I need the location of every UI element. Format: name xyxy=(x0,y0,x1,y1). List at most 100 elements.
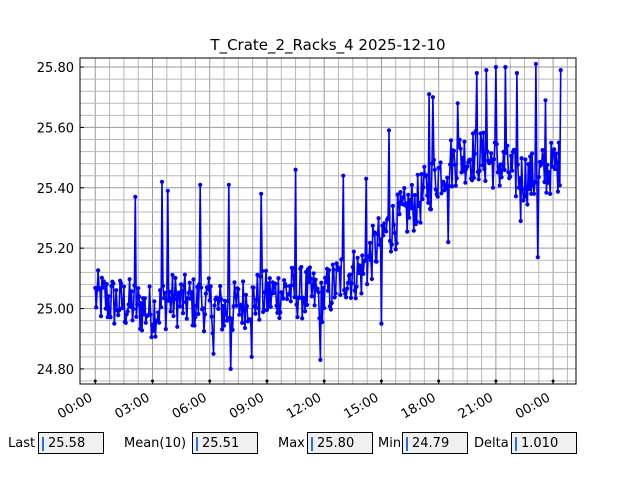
data-point xyxy=(323,275,328,280)
data-point xyxy=(103,306,108,311)
y-tick-label: 25.20 xyxy=(37,242,74,257)
y-tick-label: 25.40 xyxy=(37,182,74,197)
data-point xyxy=(159,179,165,184)
data-point xyxy=(299,264,304,270)
data-point xyxy=(123,320,128,325)
min-value-field[interactable]: 24.79 xyxy=(402,432,468,454)
data-point xyxy=(221,303,226,309)
data-point xyxy=(468,157,473,162)
data-point xyxy=(327,304,332,309)
data-point xyxy=(543,98,548,103)
data-point xyxy=(360,253,365,258)
stats-bar: Last 25.58 Mean(10) 25.51 Max 25.80 Min … xyxy=(0,432,640,458)
x-tick-dot xyxy=(265,379,269,383)
data-point xyxy=(407,215,412,220)
data-point xyxy=(445,175,450,180)
x-tick-label: 06:00 xyxy=(170,390,210,422)
data-point xyxy=(114,288,119,293)
data-point xyxy=(237,312,242,317)
data-point xyxy=(552,147,557,152)
data-point xyxy=(354,284,359,289)
mean-value-field[interactable]: 25.51 xyxy=(192,432,258,454)
data-point xyxy=(473,128,478,134)
data-point xyxy=(555,189,561,194)
data-point xyxy=(477,168,482,173)
data-point xyxy=(539,161,544,166)
data-point xyxy=(483,178,488,183)
data-point xyxy=(233,294,238,299)
data-point xyxy=(361,271,366,276)
data-point xyxy=(264,307,270,312)
data-point xyxy=(503,65,508,70)
chart: 24.80 25.00 25.20 25.40 25.60 25.80 00:00 03:0… xyxy=(37,36,577,422)
data-point xyxy=(183,300,188,305)
data-point xyxy=(370,223,375,228)
max-value-field[interactable]: 25.80 xyxy=(307,432,373,454)
last-value-field[interactable]: 25.58 xyxy=(38,432,104,454)
data-point xyxy=(147,284,152,289)
data-point xyxy=(395,192,400,197)
data-point xyxy=(355,255,360,260)
data-point xyxy=(381,233,386,238)
data-point xyxy=(273,281,278,286)
data-point xyxy=(260,268,265,274)
data-point xyxy=(322,305,327,311)
data-point xyxy=(531,191,537,196)
data-point xyxy=(254,297,259,302)
data-point xyxy=(431,157,436,162)
data-point xyxy=(379,321,384,326)
data-point xyxy=(156,310,161,315)
data-point xyxy=(382,221,387,226)
data-point xyxy=(394,241,399,246)
data-point xyxy=(414,219,419,224)
data-point xyxy=(317,316,322,321)
data-point xyxy=(244,304,249,309)
data-point xyxy=(415,172,420,177)
data-point xyxy=(315,286,320,291)
data-point xyxy=(168,309,173,314)
max-label: Max xyxy=(278,436,305,451)
data-point xyxy=(509,153,514,158)
data-point xyxy=(517,176,522,181)
data-point xyxy=(187,280,192,285)
min-value: 24.79 xyxy=(412,436,450,451)
data-point xyxy=(312,303,317,308)
data-point xyxy=(150,322,155,328)
data-point xyxy=(160,283,166,289)
data-point xyxy=(508,174,513,179)
data-point xyxy=(345,280,351,286)
data-point xyxy=(343,291,348,296)
data-point xyxy=(286,292,291,297)
data-point xyxy=(290,266,295,271)
data-point xyxy=(428,207,434,212)
y-tick-label: 25.60 xyxy=(37,121,74,136)
data-point xyxy=(267,276,272,281)
last-value: 25.58 xyxy=(48,436,86,451)
data-point xyxy=(167,289,172,294)
data-point xyxy=(171,313,176,319)
data-point xyxy=(515,162,520,167)
data-point xyxy=(248,317,253,322)
data-point xyxy=(358,266,363,271)
x-tick-label: 15:00 xyxy=(341,390,381,422)
data-point xyxy=(309,294,314,299)
data-point xyxy=(212,303,217,308)
data-point xyxy=(512,148,518,153)
text-cursor xyxy=(406,437,408,451)
data-point xyxy=(236,287,241,292)
data-point xyxy=(506,170,511,175)
data-point xyxy=(242,308,247,313)
y-tick-label: 25.80 xyxy=(37,61,74,76)
data-point xyxy=(319,280,324,285)
data-point xyxy=(499,175,504,180)
data-point xyxy=(325,288,331,293)
x-tick-dot xyxy=(437,379,441,383)
data-point xyxy=(549,140,554,145)
data-point xyxy=(96,268,101,273)
data-point xyxy=(384,229,389,234)
data-point xyxy=(178,304,183,309)
data-point xyxy=(409,182,414,188)
delta-value-field[interactable]: 1.010 xyxy=(511,432,577,454)
data-point xyxy=(437,166,442,171)
data-point xyxy=(451,148,456,153)
